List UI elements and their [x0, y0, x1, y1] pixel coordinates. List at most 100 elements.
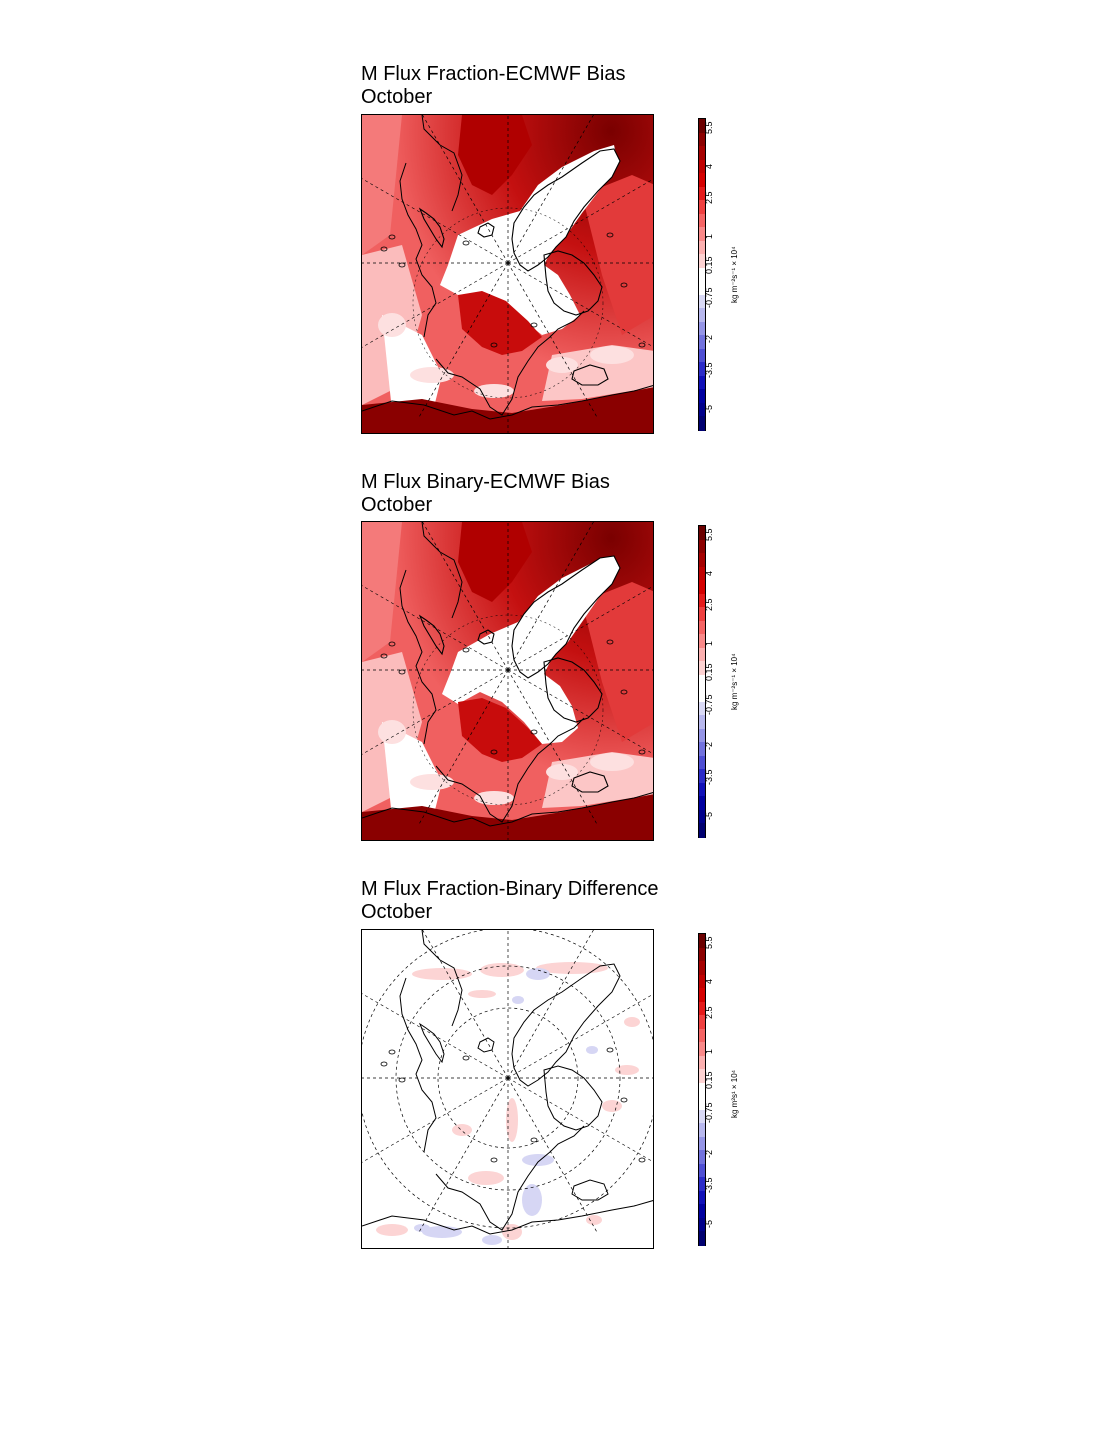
title-line-1: M Flux Binary-ECMWF Bias — [361, 471, 610, 493]
field-positive-patch — [602, 1100, 622, 1112]
coastline — [543, 1065, 603, 1131]
coastline — [571, 364, 609, 386]
colorbar-swatch — [699, 1231, 705, 1246]
field-lobe — [458, 522, 532, 602]
island — [620, 689, 628, 695]
field-lobe — [458, 291, 542, 355]
island — [638, 749, 646, 755]
island — [490, 749, 498, 755]
colorbar-swatch — [699, 674, 705, 689]
colorbar — [698, 933, 706, 1246]
field-positive-patch — [480, 963, 524, 977]
field-positive-patch — [412, 968, 472, 980]
colorbar-swatch — [699, 1109, 705, 1124]
field-negative-patch — [526, 968, 550, 980]
colorbar-tick-label: 2.5 — [704, 1006, 714, 1019]
colorbar — [698, 525, 706, 838]
colorbar-swatch — [699, 227, 705, 242]
colorbar-swatch — [699, 335, 705, 350]
field-negative-patch — [414, 1224, 430, 1232]
colorbar-swatch — [699, 1217, 705, 1233]
colorbar-swatch — [699, 267, 705, 282]
colorbar-swatch — [699, 1042, 705, 1057]
island — [490, 342, 498, 348]
panel-title: M Flux Fraction-ECMWF Bias October — [361, 63, 625, 109]
colorbar-swatch — [699, 240, 705, 255]
colorbar-swatch — [699, 823, 705, 838]
colorbar-swatch — [699, 661, 705, 676]
field-base — [362, 930, 653, 1248]
island — [388, 1049, 396, 1055]
colorbar-swatch — [699, 308, 705, 323]
colorbar-swatch — [699, 1177, 705, 1192]
coastline — [399, 977, 437, 1153]
island — [530, 729, 538, 735]
colorbar-tick-label: -5 — [704, 1219, 714, 1228]
coastline — [435, 310, 585, 416]
coastline — [399, 162, 437, 338]
field-positive-patch — [502, 1224, 522, 1240]
title-line-1: M Flux Fraction-Binary Difference — [361, 878, 659, 900]
title-line-2: October — [361, 86, 433, 108]
field-lobe — [458, 115, 532, 195]
field-positive-patch — [536, 962, 608, 974]
field-band — [362, 115, 402, 255]
colorbar-tick-label: -0.75 — [704, 694, 714, 715]
colorbar-swatch — [699, 566, 705, 581]
colorbar-swatch — [699, 782, 705, 798]
title-line-2: October — [361, 494, 433, 516]
field-lobe — [362, 794, 653, 840]
colorbar-swatch — [699, 961, 705, 976]
coastline — [511, 555, 621, 679]
coastline — [571, 771, 609, 793]
colorbar-swatch — [699, 254, 705, 269]
colorbar-swatch — [699, 416, 705, 431]
colorbar-swatch — [699, 321, 705, 336]
coastline — [421, 522, 463, 619]
island — [530, 1137, 538, 1143]
coastline — [543, 250, 603, 316]
coastline — [399, 569, 437, 745]
island — [606, 639, 614, 645]
colorbar-swatch — [699, 634, 705, 649]
coastline — [435, 717, 585, 823]
island — [490, 1157, 498, 1163]
colorbar-swatch — [699, 1123, 705, 1138]
field-band — [362, 522, 402, 662]
polar-map — [361, 521, 654, 841]
field-band — [582, 175, 653, 335]
colorbar-swatch — [699, 375, 705, 391]
colorbar-tick-label: 1 — [704, 640, 714, 646]
colorbar-swatch — [699, 620, 705, 635]
colorbar-swatch — [699, 173, 705, 188]
panel-title: M Flux Binary-ECMWF Bias October — [361, 471, 610, 517]
colorbar-swatch — [699, 213, 705, 228]
colorbar-swatch — [699, 539, 705, 554]
field-band — [382, 722, 442, 822]
colorbar-swatch — [699, 580, 705, 595]
coastline — [362, 792, 653, 827]
island — [606, 232, 614, 238]
field-patch — [590, 346, 634, 364]
coastline — [511, 963, 621, 1087]
field-positive-patch — [586, 1215, 602, 1225]
colorbar-unit-label: kg m²s¹ × 10⁴ — [730, 1069, 739, 1118]
colorbar-swatch — [699, 974, 705, 989]
colorbar-swatch — [699, 607, 705, 622]
graticule — [362, 115, 653, 433]
colorbar-swatch — [699, 647, 705, 662]
coastline — [418, 207, 445, 249]
colorbar-swatch — [699, 947, 705, 962]
colorbar-swatch — [699, 593, 705, 608]
colorbar-tick-label: -3.5 — [704, 1177, 714, 1193]
colorbar-swatch — [699, 742, 705, 757]
field-negative-patch — [522, 1184, 542, 1216]
colorbar-swatch — [699, 159, 705, 174]
island — [380, 1061, 388, 1067]
field-patch — [546, 764, 578, 780]
colorbar-swatch — [699, 200, 705, 215]
island — [620, 282, 628, 288]
colorbar-tick-label: -0.75 — [704, 1102, 714, 1123]
polar-map — [361, 114, 654, 434]
island — [380, 246, 388, 252]
